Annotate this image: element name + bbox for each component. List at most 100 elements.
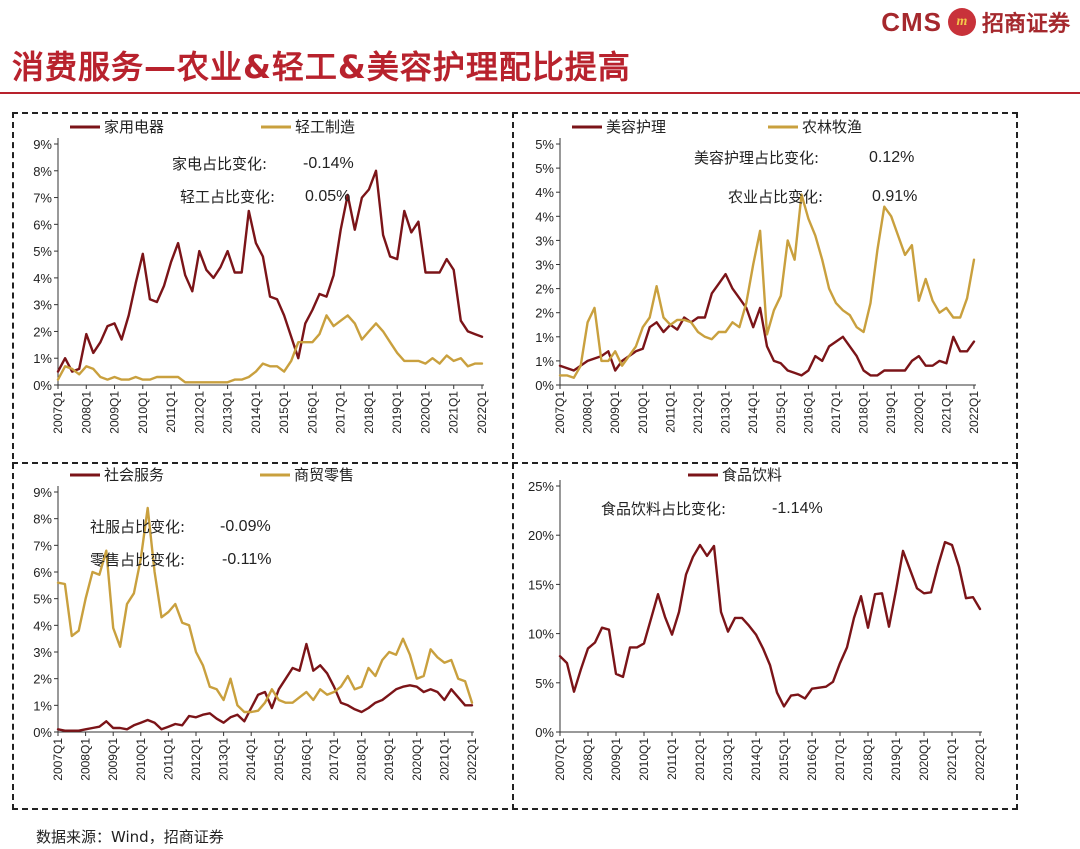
annotation-value: -1.14% — [772, 500, 823, 517]
x-tick-label: 2007Q1 — [553, 391, 567, 434]
y-tick-label: 9% — [33, 137, 52, 152]
annotation-label: 零售占比变化: — [90, 551, 185, 569]
y-tick-label: 3% — [33, 298, 52, 313]
x-tick-label: 2011Q1 — [665, 738, 679, 780]
annotation-label: 农业占比变化: — [728, 188, 823, 206]
x-tick-label: 2017Q1 — [829, 391, 843, 434]
x-tick-label: 2015Q1 — [272, 738, 286, 781]
y-tick-label: 25% — [528, 479, 554, 494]
x-tick-label: 2014Q1 — [244, 738, 258, 781]
series-line-secondary — [56, 506, 474, 714]
x-tick-label: 2012Q1 — [693, 738, 707, 781]
x-tick-label: 2008Q1 — [79, 391, 93, 434]
y-tick-label: 2% — [535, 306, 554, 321]
x-tick-label: 2013Q1 — [719, 391, 733, 434]
y-tick-label: 3% — [535, 233, 554, 248]
y-tick-label: 1% — [535, 330, 554, 345]
y-tick-label: 4% — [33, 618, 52, 633]
y-tick-label: 8% — [33, 164, 52, 179]
chart-food-beverage: 0% 5% 10% 15% 20% 25% 2007Q1 2008Q1 2009Q1 2010Q1… — [528, 466, 987, 781]
x-tick-label: 2013Q1 — [217, 738, 231, 781]
y-tick-label: 9% — [33, 485, 52, 500]
annotation-label: 轻工占比变化: — [180, 188, 275, 206]
x-tick-label: 2017Q1 — [327, 738, 341, 781]
y-tick-label: 5% — [535, 137, 554, 152]
x-tick-label: 2014Q1 — [749, 738, 763, 781]
x-tick-label: 2017Q1 — [833, 738, 847, 781]
page-title: 消费服务—农业&轻工&美容护理配比提高 — [12, 48, 631, 86]
y-tick-label: 0% — [535, 725, 554, 740]
y-tick-label: 6% — [33, 217, 52, 232]
y-tick-label: 1% — [535, 354, 554, 369]
annotation-value: 0.05% — [305, 188, 350, 205]
x-tick-label: 2020Q1 — [410, 738, 424, 781]
x-tick-label: 2011Q1 — [663, 391, 677, 433]
x-tick-label: 2009Q1 — [608, 391, 622, 434]
chart-social-services-retail: 0% 1% 2% 3% 4% 5% 6% 7% 8% 9% 2007Q1 2008Q1 2009Q1 20… — [33, 466, 479, 781]
y-tick-label: 7% — [33, 191, 52, 206]
annotation-label: 社服占比变化: — [90, 518, 185, 536]
x-tick-label: 2019Q1 — [390, 391, 404, 434]
x-tick-label: 2010Q1 — [136, 391, 150, 434]
x-tick-label: 2016Q1 — [801, 391, 815, 434]
x-tick-label: 2007Q1 — [51, 391, 65, 434]
x-tick-label: 2016Q1 — [305, 391, 319, 434]
chart-grid-frame — [12, 112, 1018, 810]
x-tick-label: 2014Q1 — [746, 391, 760, 434]
annotation-label: 食品饮料占比变化: — [601, 500, 726, 518]
x-tick-label: 2020Q1 — [418, 391, 432, 434]
source-note: 数据来源：Wind，招商证券 — [36, 828, 224, 846]
x-tick-label: 2022Q1 — [967, 391, 981, 434]
horizontal-divider — [12, 462, 1018, 464]
x-tick-label: 2009Q1 — [609, 738, 623, 781]
x-tick-label: 2009Q1 — [106, 738, 120, 781]
x-tick-label: 2021Q1 — [447, 391, 461, 434]
x-tick-label: 2007Q1 — [553, 738, 567, 781]
y-tick-label: 7% — [33, 538, 52, 553]
y-tick-label: 5% — [535, 676, 554, 691]
y-tick-label: 20% — [528, 528, 554, 543]
legend-label: 食品饮料 — [722, 466, 782, 484]
y-tick-label: 5% — [33, 592, 52, 607]
x-tick-label: 2019Q1 — [382, 738, 396, 781]
x-tick-label: 2015Q1 — [277, 391, 291, 434]
y-tick-label: 2% — [535, 282, 554, 297]
y-tick-label: 6% — [33, 565, 52, 580]
x-tick-label: 2008Q1 — [79, 738, 93, 781]
x-tick-label: 2012Q1 — [189, 738, 203, 781]
y-tick-label: 4% — [33, 271, 52, 286]
y-tick-label: 1% — [33, 351, 52, 366]
x-tick-label: 2018Q1 — [861, 738, 875, 781]
x-tick-label: 2016Q1 — [299, 738, 313, 781]
title-divider — [0, 92, 1080, 94]
x-tick-label: 2022Q1 — [973, 738, 987, 781]
x-tick-label: 2011Q1 — [164, 391, 178, 433]
x-tick-label: 2015Q1 — [777, 738, 791, 781]
x-tick-label: 2022Q1 — [465, 738, 479, 781]
y-tick-label: 0% — [535, 378, 554, 393]
y-tick-label: 2% — [33, 672, 52, 687]
y-tick-label: 2% — [33, 324, 52, 339]
brand-logo: CMS m 招商证券 — [881, 6, 1070, 38]
x-tick-label: 2019Q1 — [889, 738, 903, 781]
x-tick-label: 2010Q1 — [134, 738, 148, 781]
vertical-divider — [512, 112, 514, 810]
x-tick-label: 2022Q1 — [475, 391, 489, 434]
x-tick-label: 2011Q1 — [161, 738, 175, 780]
chart-beauty-agriculture: 0% 1% 1% 2% 2% 3% 3% 4% 4% 5% 5% 2007Q1 2008Q1 2009Q1… — [535, 118, 981, 434]
legend-label: 商贸零售 — [294, 466, 354, 484]
logo-badge-text: m — [956, 14, 968, 29]
series-line-primary — [56, 169, 484, 373]
x-tick-label: 2010Q1 — [637, 738, 651, 781]
y-tick-label: 5% — [535, 161, 554, 176]
x-tick-label: 2012Q1 — [192, 391, 206, 434]
logo-cn: 招商证券 — [981, 12, 1070, 37]
x-tick-label: 2020Q1 — [912, 391, 926, 434]
legend-label: 社会服务 — [104, 466, 164, 484]
x-tick-label: 2018Q1 — [355, 738, 369, 781]
x-tick-label: 2012Q1 — [691, 391, 705, 434]
logo-text: CMS — [881, 6, 942, 37]
y-tick-label: 4% — [535, 209, 554, 224]
legend-label: 农林牧渔 — [802, 118, 862, 136]
annotation-value: 0.91% — [872, 188, 917, 205]
